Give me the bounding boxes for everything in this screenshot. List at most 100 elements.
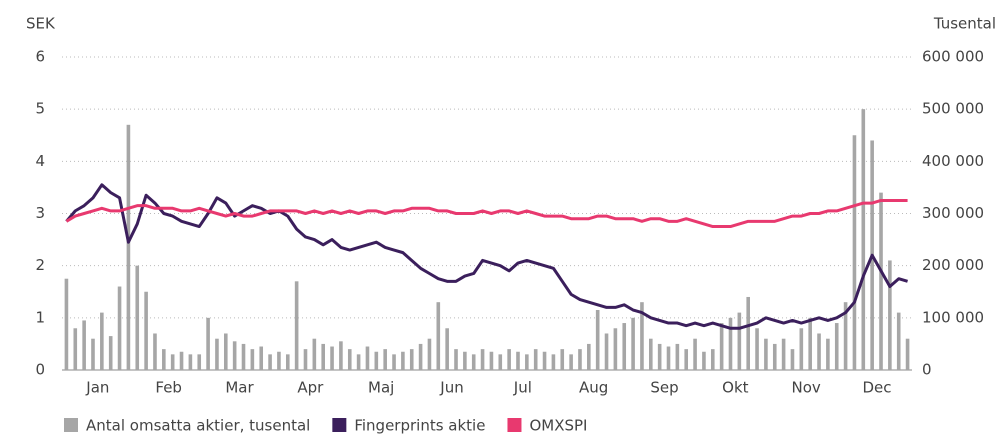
y-axis-label: SEK <box>26 15 56 33</box>
bar <box>82 320 86 370</box>
bar <box>888 260 892 370</box>
bar <box>64 278 69 370</box>
bar <box>728 317 733 370</box>
bar <box>436 302 441 370</box>
bar <box>480 349 485 370</box>
line <box>65 183 908 330</box>
y-tick-label: 2 <box>35 256 45 274</box>
bar <box>303 349 308 370</box>
bar <box>463 351 467 370</box>
bar <box>666 346 671 370</box>
bar <box>144 291 148 370</box>
bar <box>861 109 866 371</box>
y-tick-label: 3 <box>35 204 45 222</box>
x-tick-label: Dec <box>862 379 891 397</box>
bar <box>188 354 193 370</box>
bar <box>73 328 78 370</box>
legend-swatch <box>507 418 522 432</box>
x-tick-label: Mar <box>225 379 254 397</box>
bar <box>852 135 857 370</box>
bar <box>153 333 157 370</box>
bar <box>657 343 662 370</box>
bar <box>206 317 210 370</box>
bar <box>675 343 680 370</box>
bar <box>427 338 432 370</box>
x-tick-label: Jan <box>85 379 109 397</box>
bar <box>817 333 821 370</box>
x-tick-label: Jun <box>439 379 463 397</box>
bar <box>587 343 591 370</box>
bar <box>489 351 494 370</box>
bar <box>108 336 113 370</box>
bar <box>170 354 175 370</box>
bar <box>684 349 689 370</box>
y2-tick-label: 600 000 <box>922 48 984 66</box>
legend-swatch <box>64 418 78 432</box>
bar <box>285 354 290 370</box>
bar <box>808 317 812 370</box>
bar <box>578 349 582 370</box>
bar <box>507 349 511 370</box>
y2-tick-label: 100 000 <box>922 308 984 326</box>
bar <box>294 281 299 370</box>
x-tick-label: Okt <box>722 379 748 397</box>
bar <box>772 343 777 370</box>
bar <box>533 349 538 370</box>
x-tick-label: Sep <box>650 379 678 397</box>
bar <box>392 354 396 370</box>
bar <box>126 124 131 370</box>
bar <box>622 323 627 370</box>
bar <box>710 349 715 370</box>
bar <box>843 302 848 370</box>
bar <box>746 296 750 370</box>
bar <box>250 349 255 370</box>
x-tick-label: Feb <box>155 379 182 397</box>
y-tick-label: 0 <box>35 361 45 379</box>
bar <box>401 351 405 370</box>
bar <box>232 341 237 370</box>
bar <box>356 354 361 370</box>
bar <box>339 341 343 370</box>
bar <box>268 354 272 370</box>
x-tick-label: Jul <box>513 379 532 397</box>
bar <box>516 351 520 370</box>
bar <box>374 351 379 370</box>
bar <box>330 346 334 370</box>
bar <box>764 338 768 370</box>
legend-swatch <box>332 418 347 432</box>
bar <box>781 338 786 370</box>
x-tick-label: Apr <box>297 379 324 397</box>
bar <box>259 346 264 370</box>
bar <box>117 286 122 370</box>
bar <box>418 343 423 370</box>
y2-tick-label: 0 <box>922 361 932 379</box>
bar <box>834 323 839 370</box>
bar <box>542 351 547 370</box>
y-tick-label: 5 <box>35 100 45 118</box>
bar <box>702 351 706 370</box>
legend-label: Antal omsatta aktier, tusental <box>86 417 310 435</box>
bar <box>826 338 830 370</box>
line <box>65 198 908 229</box>
bar <box>799 328 804 370</box>
bar <box>197 354 202 370</box>
bar <box>604 333 609 370</box>
x-tick-label: Nov <box>792 379 821 397</box>
bar <box>498 354 503 370</box>
legend-label: OMXSPI <box>529 417 587 435</box>
bar <box>693 338 697 370</box>
bar <box>905 338 910 370</box>
bar <box>100 312 104 370</box>
bar <box>737 312 742 370</box>
y2-axis-label: Tusental <box>933 15 996 33</box>
bar <box>347 349 352 370</box>
bar <box>569 354 573 370</box>
bar <box>179 351 184 370</box>
y2-tick-label: 300 000 <box>922 204 984 222</box>
y-tick-label: 4 <box>35 152 45 170</box>
bar <box>241 343 246 370</box>
bar <box>649 338 653 370</box>
y2-tick-label: 500 000 <box>922 100 984 118</box>
y-tick-label: 6 <box>35 48 45 66</box>
